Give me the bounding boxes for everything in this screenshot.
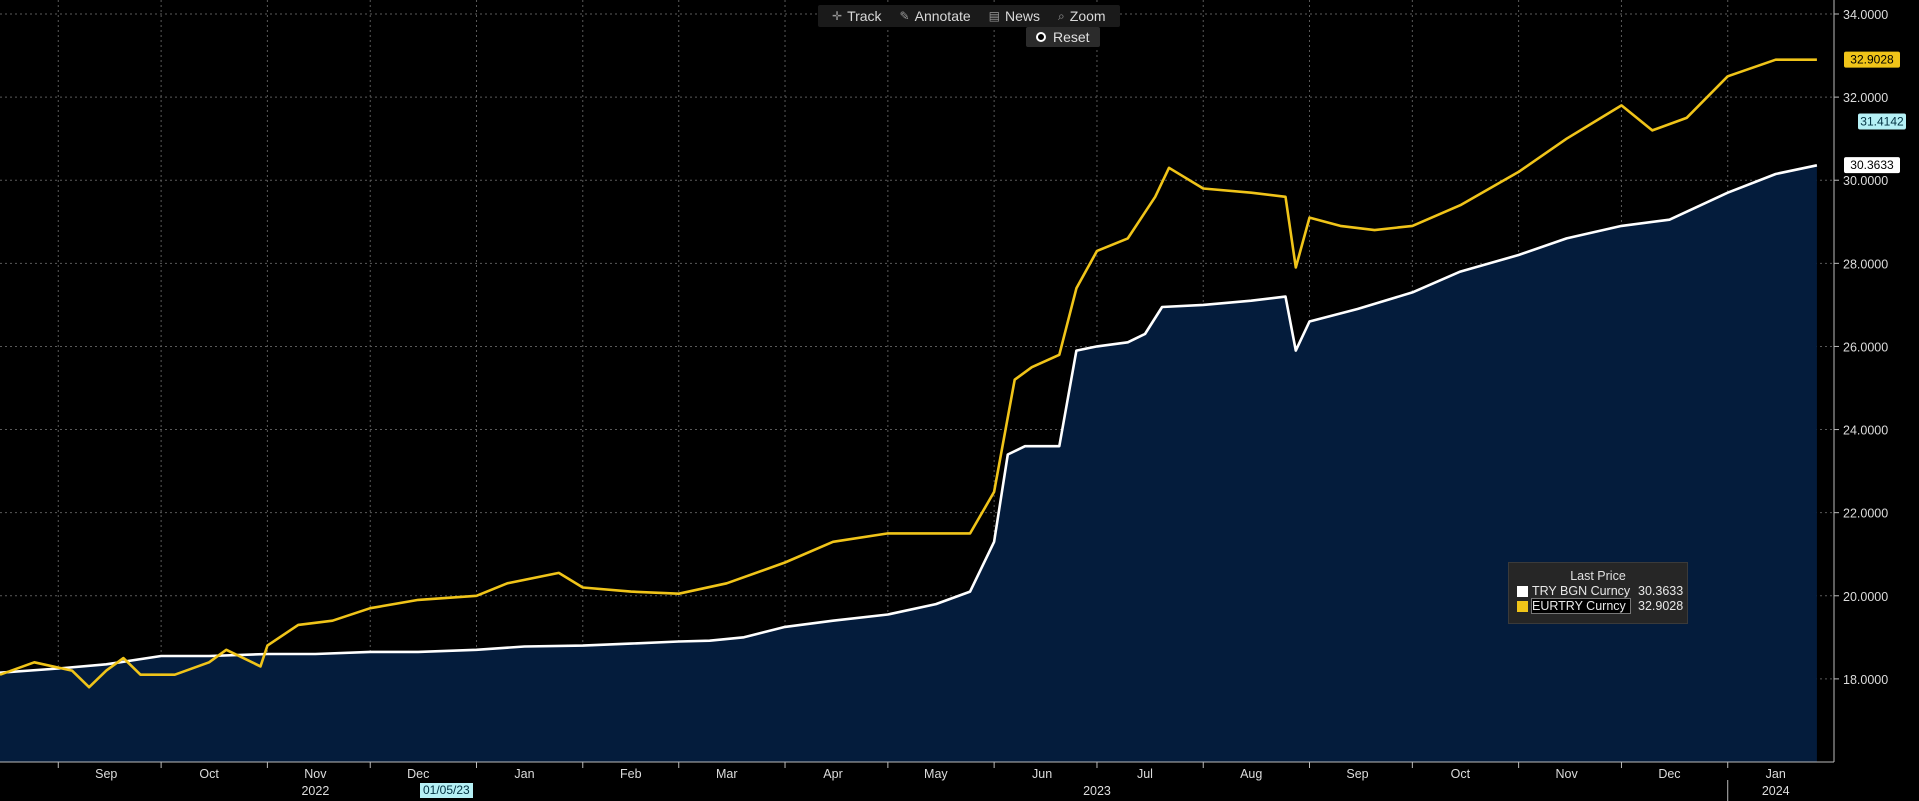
news-button[interactable]: ▤ News [981,7,1048,25]
news-label: News [1005,8,1041,24]
price-tag-bg [1858,113,1906,130]
legend-item-eurtry[interactable]: EURTRY Curncy 32.9028 [1517,598,1687,614]
y-tick-label: 24.0000 [1843,424,1888,438]
legend-label-eurtry: EURTRY Curncy [1531,598,1631,614]
x-month-label: Jun [1032,767,1052,781]
price-tags: 32.9028 31.4142 30.3633 [1844,51,1906,174]
annotate-button[interactable]: ✎ Annotate [892,7,979,25]
eurtry-series-line [0,58,1817,689]
x-month-label: Nov [1555,767,1578,781]
y-tick-label: 32.0000 [1843,91,1888,105]
y-axis: 18.0000 20.0000 22.0000 24.0000 26.0000 28.00… [1833,0,1888,762]
legend-item-try[interactable]: TRY BGN Curncy 30.3633 [1517,584,1687,598]
track-button[interactable]: ✛ Track [824,7,890,25]
legend-title: Last Price [1570,569,1626,583]
magnifier-icon: ⌕ [1058,8,1065,23]
x-month-label: Sep [1346,767,1368,781]
zoom-button[interactable]: ⌕ Zoom [1050,7,1114,25]
x-month-label: Dec [1658,767,1680,781]
x-month-label: Jan [514,767,534,781]
try-series-line [0,164,1818,674]
chart-toolbar: ✛ Track ✎ Annotate ▤ News ⌕ Zoom [818,5,1120,27]
reset-button[interactable]: Reset [1026,27,1100,47]
try-area [0,165,1817,763]
x-month-label: Oct [1451,767,1471,781]
x-month-label: Nov [304,767,327,781]
y-tick-label: 20.0000 [1843,590,1888,604]
y-tick-label: 30.0000 [1843,174,1888,188]
crosshair-date-badge: 01/05/23 [420,783,473,798]
legend-value-eurtry: 32.9028 [1638,599,1684,613]
y-tick-label: 18.0000 [1843,673,1888,687]
legend-value-try: 30.3633 [1638,584,1684,598]
x-year-label: 2023 [1083,784,1111,798]
x-year-label: 2024 [1762,784,1790,798]
legend-swatch-try [1517,585,1528,597]
legend-label-try: TRY BGN Curncy [1532,584,1631,598]
legend-box: Last Price TRY BGN Curncy 30.3633 EURTRY… [1508,562,1688,624]
price-tag-bg [1844,157,1900,174]
price-tag: 30.3633 [1844,157,1900,174]
legend-swatch-eurtry [1517,600,1528,612]
price-tag-bg [1844,51,1900,68]
x-month-label: May [924,767,948,781]
x-month-label: Apr [823,767,842,781]
try-area-fill [0,165,1817,763]
x-month-label: Mar [716,767,738,781]
price-tag: 31.4142 [1858,113,1906,130]
series-lines [0,58,1818,689]
x-axis: Sep Oct Nov Dec Jan Feb Mar Apr May Jun Jul Aug Sep O… [0,761,1834,801]
crosshair-icon: ✛ [832,9,843,23]
price-tag: 32.9028 [1844,51,1900,68]
x-month-label: Jul [1137,767,1153,781]
x-month-label: Dec [407,767,429,781]
zoom-label: Zoom [1069,8,1106,24]
y-tick-label: 34.0000 [1843,8,1888,22]
x-month-label: Sep [95,767,117,781]
news-icon: ▤ [988,9,1001,23]
y-tick-label: 22.0000 [1843,507,1888,521]
reset-icon [1036,32,1046,42]
y-tick-label: 26.0000 [1843,340,1888,354]
y-tick-label: 28.0000 [1843,257,1888,271]
x-month-label: Jan [1766,767,1786,781]
price-tag-label: 30.3633 [1850,158,1894,172]
x-month-label: Oct [199,767,219,781]
annotate-label: Annotate [914,8,971,24]
x-month-label: Aug [1240,767,1262,781]
price-tag-label: 31.4142 [1860,114,1904,128]
reset-label: Reset [1053,29,1090,45]
x-month-label: Feb [620,767,642,781]
price-tag-label: 32.9028 [1850,53,1894,67]
pencil-icon: ✎ [899,9,910,23]
track-label: Track [847,8,882,24]
x-year-label: 2022 [301,784,329,798]
